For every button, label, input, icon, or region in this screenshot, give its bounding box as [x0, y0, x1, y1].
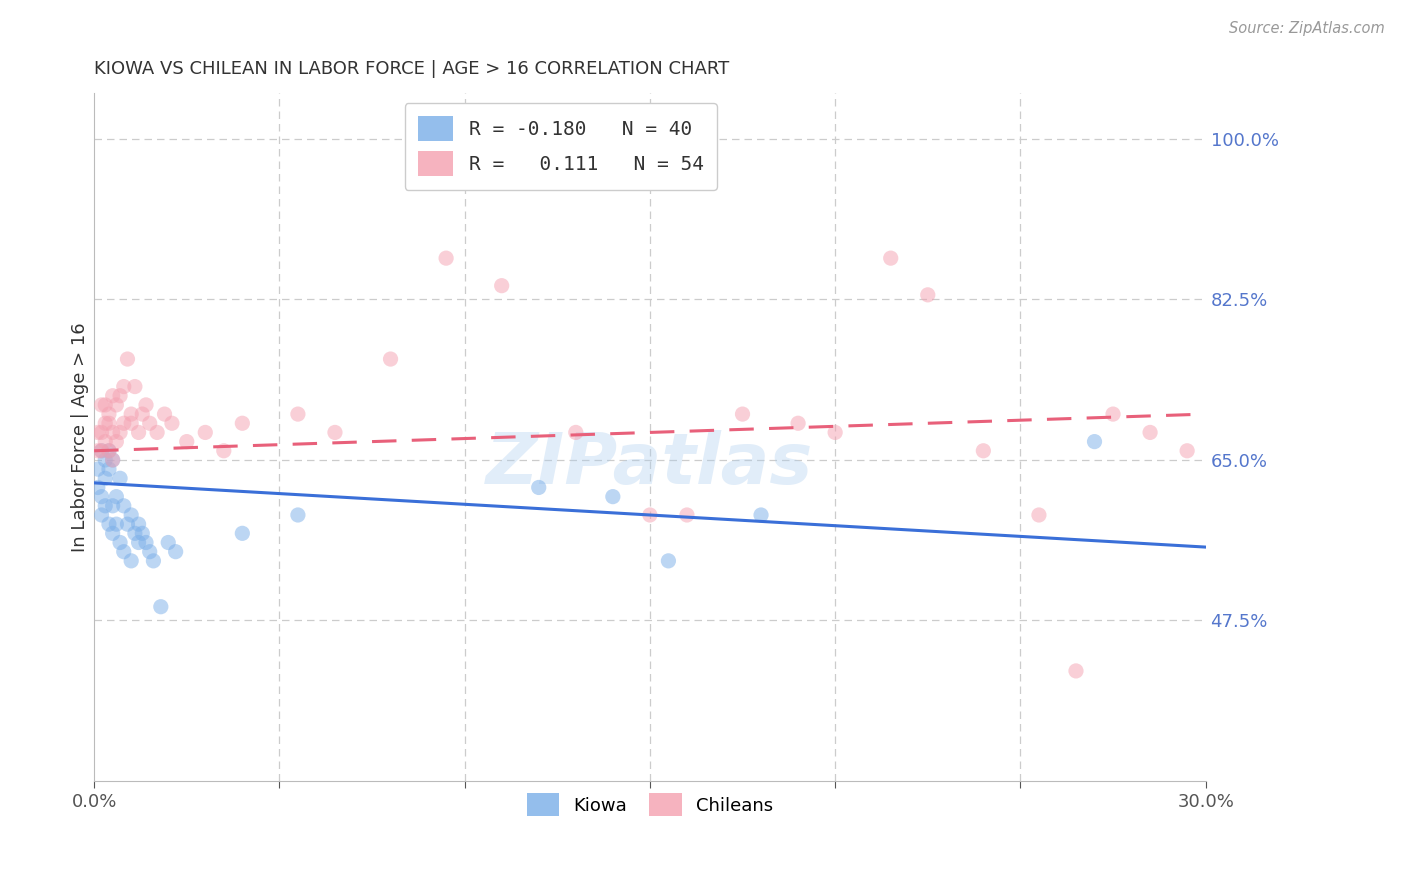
Point [90, 490, 112, 504]
Point [142, 554, 165, 568]
Point [94, 434, 117, 449]
Point [491, 278, 513, 293]
Point [153, 407, 176, 421]
Point [160, 417, 183, 431]
Point [287, 508, 309, 522]
Point [602, 490, 624, 504]
Point [287, 407, 309, 421]
Point [731, 407, 754, 421]
Point [105, 490, 128, 504]
Point [323, 425, 346, 440]
Point [131, 407, 153, 421]
Point [657, 554, 679, 568]
Point [108, 535, 131, 549]
Point [749, 508, 772, 522]
Legend: Kiowa, Chileans: Kiowa, Chileans [519, 786, 780, 823]
Point [94, 471, 117, 485]
Point [87, 425, 110, 440]
Point [97, 443, 120, 458]
Point [87, 480, 110, 494]
Point [117, 517, 139, 532]
Point [165, 544, 187, 558]
Point [117, 352, 139, 367]
Point [676, 508, 699, 522]
Point [120, 508, 142, 522]
Point [97, 407, 120, 421]
Point [97, 443, 120, 458]
Point [138, 417, 160, 431]
Point [97, 517, 120, 532]
Point [101, 389, 124, 403]
Point [112, 499, 135, 513]
Point [124, 526, 146, 541]
Point [90, 398, 112, 412]
Point [1175, 443, 1198, 458]
Point [101, 453, 124, 467]
Point [194, 425, 217, 440]
Point [101, 499, 124, 513]
Point [108, 389, 131, 403]
Point [108, 471, 131, 485]
Point [231, 417, 253, 431]
Point [638, 508, 661, 522]
Point [972, 443, 994, 458]
Point [1139, 425, 1161, 440]
Point [1064, 664, 1087, 678]
Point [176, 434, 198, 449]
Point [94, 499, 117, 513]
Point [1028, 508, 1050, 522]
Point [108, 425, 131, 440]
Point [135, 398, 157, 412]
Point [120, 554, 142, 568]
Point [101, 453, 124, 467]
Point [146, 425, 169, 440]
Point [90, 443, 112, 458]
Point [112, 379, 135, 393]
Point [94, 453, 117, 467]
Point [1102, 407, 1125, 421]
Point [128, 535, 150, 549]
Point [124, 379, 146, 393]
Point [112, 417, 135, 431]
Point [101, 526, 124, 541]
Point [90, 443, 112, 458]
Point [87, 443, 110, 458]
Point [120, 417, 142, 431]
Point [105, 398, 128, 412]
Point [380, 352, 402, 367]
Point [94, 398, 117, 412]
Point [565, 425, 588, 440]
Point [212, 443, 235, 458]
Point [138, 544, 160, 558]
Point [157, 535, 180, 549]
Point [97, 462, 120, 476]
Point [128, 425, 150, 440]
Point [1083, 434, 1105, 449]
Text: Source: ZipAtlas.com: Source: ZipAtlas.com [1229, 21, 1385, 36]
Point [149, 599, 172, 614]
Point [880, 251, 903, 265]
Point [128, 517, 150, 532]
Point [787, 417, 810, 431]
Point [87, 462, 110, 476]
Point [97, 417, 120, 431]
Point [917, 288, 939, 302]
Point [105, 434, 128, 449]
Point [527, 480, 550, 494]
Text: ZIPatlas: ZIPatlas [486, 430, 814, 499]
Text: KIOWA VS CHILEAN IN LABOR FORCE | AGE > 16 CORRELATION CHART: KIOWA VS CHILEAN IN LABOR FORCE | AGE > … [94, 60, 730, 78]
Point [90, 425, 112, 440]
Point [101, 425, 124, 440]
Point [231, 526, 253, 541]
Point [120, 407, 142, 421]
Y-axis label: In Labor Force | Age > 16: In Labor Force | Age > 16 [72, 322, 89, 552]
Point [112, 544, 135, 558]
Point [105, 517, 128, 532]
Point [135, 535, 157, 549]
Point [434, 251, 457, 265]
Point [94, 417, 117, 431]
Point [131, 526, 153, 541]
Point [824, 425, 846, 440]
Point [90, 508, 112, 522]
